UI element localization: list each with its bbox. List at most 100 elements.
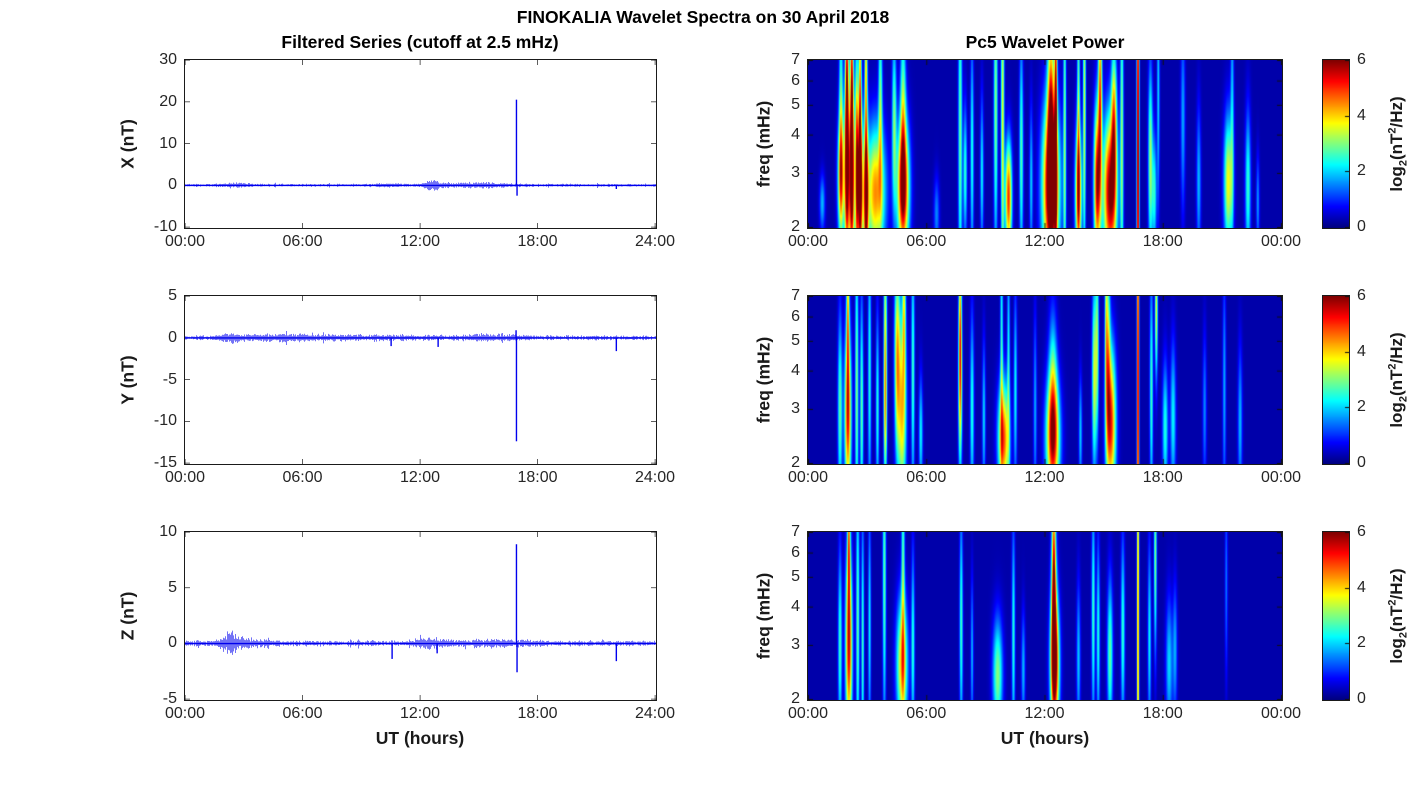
series-xtick-label: 06:00 [282, 469, 323, 486]
wavelet-ytick-label: 7 [791, 523, 800, 540]
colorbar-tick-label: 2 [1357, 162, 1366, 180]
series-xtick-label: 24:00 [634, 233, 676, 250]
series-xtick-label: 24:00 [634, 705, 676, 722]
colorbar-tick-label: 6 [1357, 51, 1366, 68]
wavelet-ytick-label: 5 [791, 567, 800, 585]
wavelet-ytick-label: 2 [791, 218, 800, 235]
wavelet-ytick-label: 5 [791, 95, 800, 113]
colorbar-Z-canvas [1323, 532, 1349, 700]
series-xtick-label: 24:00 [634, 469, 676, 486]
series-ytick-label: -15 [153, 454, 177, 471]
wavelet-xtick-label: 00:00 [787, 705, 829, 722]
wavelet-plot-X [807, 59, 1283, 229]
series-y-axis-label-Z: Z (nT) [117, 591, 138, 641]
colorbar-label-mid: (nT [1387, 605, 1407, 633]
series-y-axis-label-Y: Y (nT) [117, 355, 138, 405]
wavelet-xtick-label: 12:00 [1024, 705, 1065, 722]
series-plot-X [184, 59, 657, 229]
series-xtick-label: 12:00 [399, 469, 441, 486]
series-xtick-label: 00:00 [164, 469, 206, 486]
colorbar-Z [1322, 531, 1350, 701]
wavelet-ytick-label: 6 [791, 307, 800, 325]
colorbar-label-sup: 2 [1386, 127, 1399, 134]
wavelet-plot-Z [807, 531, 1283, 701]
wavelet-plot-Y-canvas [808, 296, 1282, 464]
wavelet-xtick-label: 18:00 [1142, 233, 1183, 250]
colorbar-tick-label: 2 [1357, 398, 1366, 416]
colorbar-tick-label: 4 [1357, 106, 1366, 124]
series-plot-Z-canvas [185, 532, 656, 700]
series-ytick-label: -5 [162, 370, 177, 388]
colorbar-label-post: /Hz) [1387, 96, 1407, 128]
colorbar-axis-label: log2(nT2/Hz) [1386, 332, 1409, 427]
wavelet-ytick-label: 6 [791, 71, 800, 89]
wavelet-xtick-label: 18:00 [1142, 705, 1183, 722]
wavelet-ytick-label: 4 [791, 361, 800, 379]
series-plot-Y [184, 295, 657, 465]
series-ytick-label: 0 [168, 176, 177, 194]
series-plot-X-canvas [185, 60, 656, 228]
colorbar-tick-label: 0 [1357, 218, 1366, 235]
colorbar-label-sub: 2 [1397, 160, 1410, 167]
wavelet-xtick-label: 00:00 [787, 233, 829, 250]
colorbar-X-canvas [1323, 60, 1349, 228]
wavelet-ytick-label: 7 [791, 287, 800, 304]
series-ytick-label: -10 [153, 412, 177, 430]
colorbar-label-sup: 2 [1386, 599, 1399, 606]
colorbar-axis-label: log2(nT2/Hz) [1386, 96, 1409, 191]
series-xtick-label: 00:00 [164, 705, 206, 722]
colorbar-Y-canvas [1323, 296, 1349, 464]
series-plot-Z [184, 531, 657, 701]
series-xtick-label: 12:00 [399, 705, 441, 722]
series-xtick-label: 06:00 [282, 233, 323, 250]
wavelet-ytick-label: 2 [791, 454, 800, 471]
wavelet-ytick-label: 6 [791, 543, 800, 561]
wavelet-ytick-label: 4 [791, 597, 800, 615]
wavelet-xtick-label: 00:00 [787, 469, 829, 486]
series-ytick-label: 20 [159, 92, 177, 110]
wavelet-xtick-label: 06:00 [906, 469, 947, 486]
series-xtick-label: 12:00 [399, 233, 441, 250]
colorbar-tick-label: 6 [1357, 523, 1366, 540]
colorbar-X [1322, 59, 1350, 229]
wavelet-ytick-label: 3 [791, 399, 800, 417]
wavelet-ytick-label: 5 [791, 331, 800, 349]
series-xtick-label: 18:00 [517, 469, 558, 486]
colorbar-tick-label: 4 [1357, 342, 1366, 360]
left-column-title: Filtered Series (cutoff at 2.5 mHz) [281, 32, 559, 52]
series-xtick-label: 18:00 [517, 705, 558, 722]
wavelet-y-axis-label-X: freq (mHz) [753, 100, 774, 188]
colorbar-tick-label: 2 [1357, 634, 1366, 652]
colorbar-label-pre: log [1387, 166, 1407, 192]
series-xtick-label: 06:00 [282, 705, 323, 722]
wavelet-xtick-label: 12:00 [1024, 469, 1065, 486]
series-ytick-label: -5 [162, 690, 177, 707]
wavelet-xtick-label: 06:00 [906, 705, 947, 722]
colorbar-label-sup: 2 [1386, 363, 1399, 370]
series-ytick-label: 30 [159, 51, 177, 68]
series-ytick-label: -10 [153, 218, 177, 235]
wavelet-xtick-label: 12:00 [1024, 233, 1065, 250]
right-column-title: Pc5 Wavelet Power [965, 32, 1125, 52]
colorbar-label-post: /Hz) [1387, 568, 1407, 600]
wavelet-ytick-label: 3 [791, 635, 800, 653]
wavelet-plot-Y [807, 295, 1283, 465]
wavelet-ytick-label: 4 [791, 125, 800, 143]
series-plot-Y-canvas [185, 296, 656, 464]
colorbar-label-sub: 2 [1397, 632, 1410, 639]
wavelet-xtick-label: 06:00 [906, 233, 947, 250]
colorbar-label-mid: (nT [1387, 369, 1407, 397]
left-x-axis-label: UT (hours) [375, 728, 465, 748]
colorbar-tick-label: 4 [1357, 578, 1366, 596]
series-y-axis-label-X: X (nT) [117, 119, 138, 169]
series-ytick-label: 10 [159, 523, 177, 540]
wavelet-xtick-label: 18:00 [1142, 469, 1183, 486]
colorbar-label-pre: log [1387, 638, 1407, 664]
wavelet-xtick-label: 00:00 [1260, 705, 1302, 722]
series-xtick-label: 18:00 [517, 233, 558, 250]
series-ytick-label: 0 [168, 634, 177, 652]
wavelet-ytick-label: 3 [791, 163, 800, 181]
right-x-axis-label: UT (hours) [1000, 728, 1090, 748]
wavelet-y-axis-label-Y: freq (mHz) [753, 336, 774, 424]
colorbar-Y [1322, 295, 1350, 465]
